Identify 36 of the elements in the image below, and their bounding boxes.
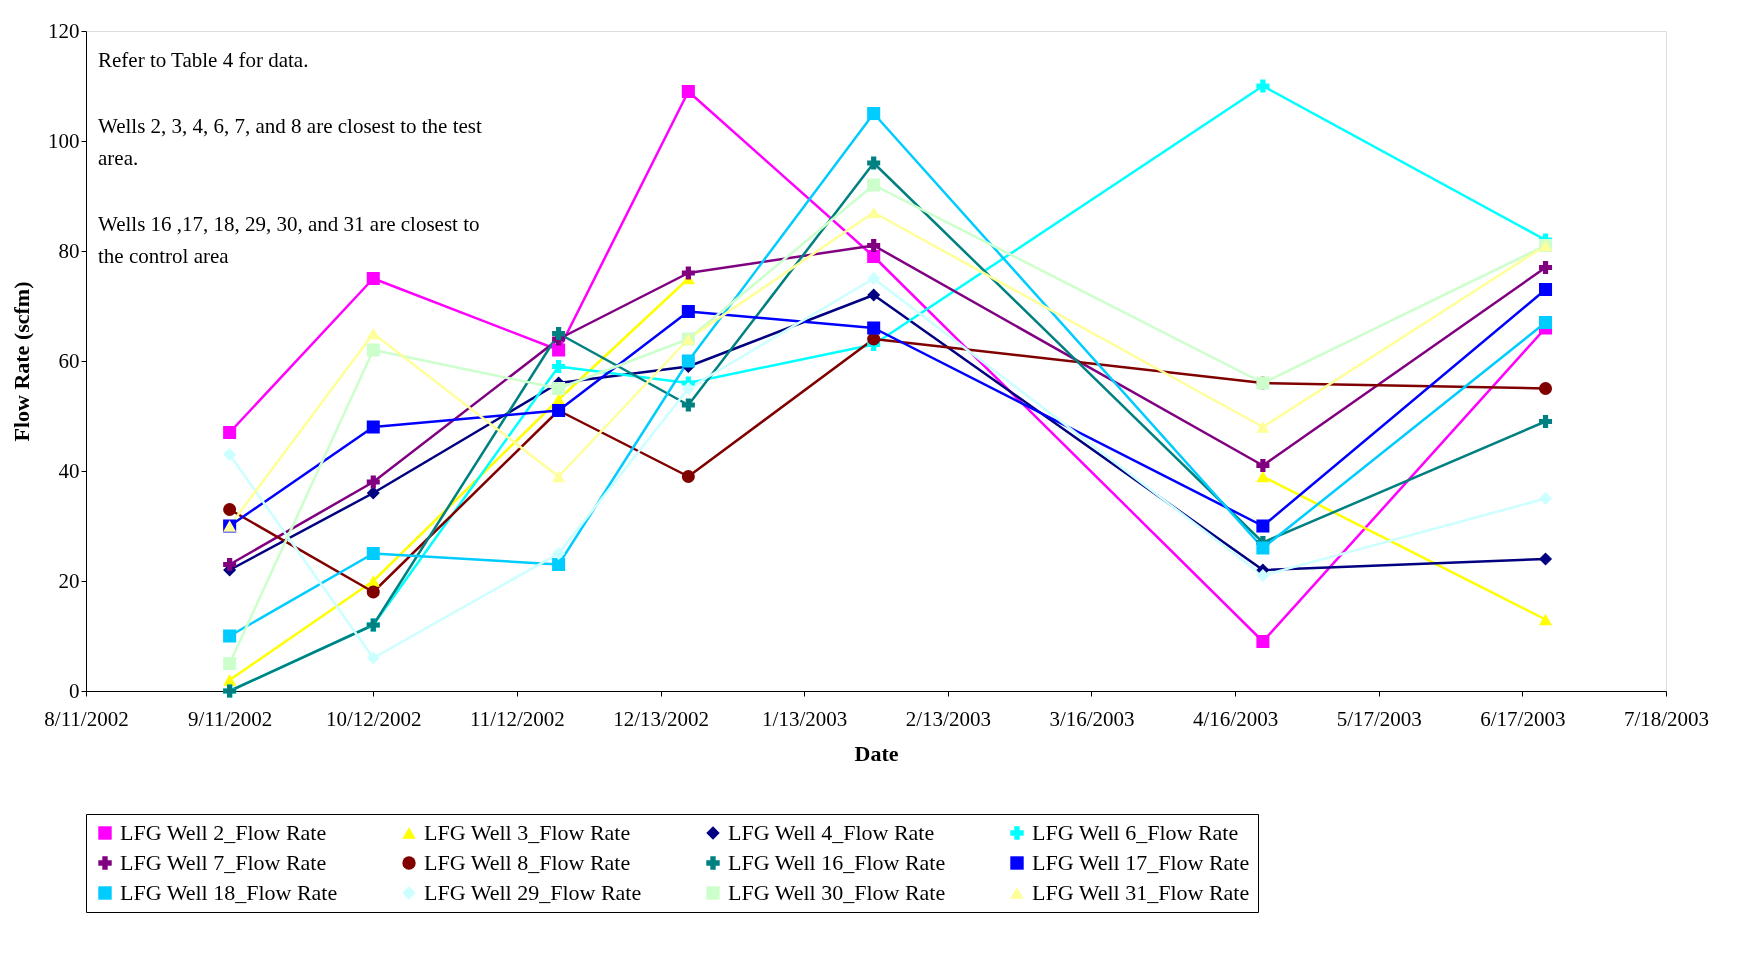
legend-label: LFG Well 7_Flow Rate [120, 850, 327, 875]
x-tick-label: 6/17/2003 [1480, 706, 1566, 731]
annotation: Wells 16 ,17, 18, 29, 30, and 31 are closest to the control area [98, 212, 480, 268]
legend-label: LFG Well 30_Flow Rate [728, 880, 946, 905]
x-tick-label: 7/18/2003 [1623, 706, 1710, 731]
y-tick-label: 100 [48, 128, 80, 153]
legend-label: LFG Well 3_Flow Rate [424, 820, 631, 845]
y-tick-label: 40 [58, 458, 80, 483]
legend-label: LFG Well 17_Flow Rate [1032, 850, 1250, 875]
legend-label: LFG Well 8_Flow Rate [424, 850, 631, 875]
y-tick-label: 0 [69, 678, 80, 703]
x-tick-label: 8/11/2002 [44, 706, 129, 731]
x-tick-label: 11/12/2002 [469, 706, 565, 731]
legend-label: LFG Well 4_Flow Rate [728, 820, 935, 845]
y-tick-label: 80 [58, 238, 80, 263]
legend-label: LFG Well 18_Flow Rate [120, 880, 338, 905]
x-tick-label: 12/13/2002 [613, 706, 709, 731]
legend-label: LFG Well 6_Flow Rate [1032, 820, 1239, 845]
y-tick-label: 20 [58, 568, 80, 593]
legend-label: LFG Well 31_Flow Rate [1032, 880, 1250, 905]
x-tick-label: 10/12/2002 [325, 706, 422, 731]
y-tick-label: 60 [58, 348, 80, 373]
x-tick-label: 4/16/2003 [1193, 706, 1279, 731]
annotation: Refer to Table 4 for data. [98, 48, 309, 72]
legend-label: LFG Well 29_Flow Rate [424, 880, 642, 905]
x-tick-label: 1/13/2003 [762, 706, 848, 731]
legend-label: LFG Well 16_Flow Rate [728, 850, 946, 875]
x-tick-label: 5/17/2003 [1336, 706, 1422, 731]
x-tick-label: 3/16/2003 [1049, 706, 1135, 731]
y-axis-title: Flow Rate (scfm) [9, 281, 34, 442]
legend-label: LFG Well 2_Flow Rate [120, 820, 327, 845]
x-tick-label: 9/11/2002 [187, 706, 273, 731]
x-tick-label: 2/13/2003 [905, 706, 991, 731]
x-axis-title: Date [854, 740, 899, 766]
y-tick-label: 120 [48, 18, 80, 43]
annotation: Wells 2, 3, 4, 6, 7, and 8 are closest to the test area. [98, 114, 482, 170]
